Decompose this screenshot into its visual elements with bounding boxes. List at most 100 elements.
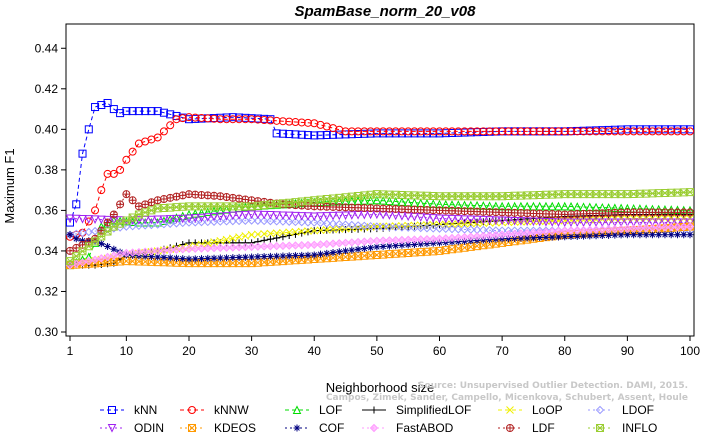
data-point-odin: [679, 218, 689, 228]
data-point-cof: [548, 233, 556, 241]
data-point-ldof: [203, 217, 212, 227]
data-point-knnw: [84, 217, 93, 226]
y-tick-label: 0.38: [35, 163, 59, 177]
data-point-cof: [680, 231, 688, 239]
data-point-inflo: [329, 194, 338, 203]
y-tick-label: 0.40: [35, 122, 59, 136]
data-point-knnw: [654, 127, 663, 136]
data-point-knn: [84, 125, 93, 134]
data-point-fastabod: [604, 225, 613, 234]
data-point-inflo: [278, 199, 287, 208]
data-point-odin: [84, 215, 94, 224]
data-point-fastabod: [259, 242, 269, 251]
data-point-inflo: [260, 201, 269, 210]
data-point-fastabod: [291, 241, 300, 250]
data-point-loop: [216, 236, 225, 245]
data-point-fastabod: [385, 236, 394, 245]
data-point-cof: [410, 240, 418, 248]
x-tick-label: 1: [67, 344, 74, 358]
data-point-cof: [260, 253, 268, 261]
data-point-cof: [97, 240, 105, 248]
x-tick-label: 80: [558, 344, 572, 358]
x-tick-label: 100: [680, 344, 700, 358]
data-point-odin: [660, 218, 670, 228]
data-point-fastabod: [472, 232, 482, 241]
data-point-odin: [385, 211, 394, 220]
data-point-knn: [103, 98, 112, 107]
data-point-ldof: [147, 220, 156, 230]
data-point-cof: [335, 248, 343, 256]
data-point-inflo: [366, 190, 375, 199]
data-point-cof: [298, 251, 306, 259]
data-point-cof: [198, 255, 206, 263]
legend-label-lof: LOF: [319, 403, 342, 417]
data-point-knnw: [197, 113, 206, 122]
data-point-fastabod: [629, 224, 638, 233]
legend-marker-loop: [506, 406, 514, 414]
data-point-loop: [297, 227, 306, 236]
data-point-odin: [529, 217, 538, 227]
data-point-odin: [579, 218, 588, 228]
legend-item-odin: ODIN: [100, 421, 164, 434]
data-point-loop: [335, 225, 344, 233]
data-point-odin: [215, 212, 225, 222]
legend-label-knnw: kNNW: [214, 403, 249, 417]
data-point-knnw: [491, 127, 500, 136]
data-point-knnw: [642, 127, 651, 136]
data-point-fastabod: [460, 232, 469, 242]
data-point-knnw: [448, 127, 457, 136]
data-point-fastabod: [178, 245, 187, 254]
data-point-inflo: [285, 198, 294, 207]
legend-marker-cof: [293, 424, 301, 432]
data-point-fastabod: [641, 223, 651, 233]
data-point-cof: [241, 253, 249, 261]
data-point-loop: [272, 229, 281, 237]
data-point-fastabod: [366, 236, 375, 246]
data-point-inflo: [91, 237, 100, 246]
data-point-fastabod: [253, 242, 263, 251]
data-point-ldf: [116, 200, 125, 209]
data-point-cof: [191, 255, 199, 263]
legend-marker-simplifiedlof: [370, 406, 378, 414]
data-point-fastabod: [284, 241, 294, 250]
data-point-odin: [159, 215, 169, 224]
data-point-fastabod: [410, 235, 419, 244]
data-point-odin: [291, 211, 300, 221]
data-point-fastabod: [510, 229, 519, 239]
y-tick-label: 0.42: [35, 82, 59, 96]
data-point-ldf: [679, 208, 688, 217]
data-point-loop: [222, 235, 231, 244]
data-point-knnw: [172, 115, 181, 124]
data-point-ldof: [159, 219, 169, 229]
data-point-knn: [97, 101, 106, 110]
data-point-knnw: [560, 127, 569, 136]
data-point-inflo: [72, 252, 81, 261]
data-point-ldof: [191, 218, 200, 227]
data-point-ldof: [284, 217, 294, 226]
data-point-ldf: [673, 208, 682, 217]
data-point-cof: [423, 240, 431, 248]
data-point-knn: [322, 131, 331, 140]
data-point-fastabod: [278, 241, 288, 251]
data-point-lof: [172, 213, 181, 222]
data-point-fastabod: [316, 240, 325, 249]
x-tick-label: 30: [245, 344, 259, 358]
data-point-cof: [291, 252, 299, 260]
data-point-loop: [285, 228, 294, 237]
data-point-knn: [310, 131, 319, 140]
data-point-simplifiedlof: [298, 229, 306, 237]
data-point-cof: [172, 254, 180, 262]
data-point-fastabod: [397, 235, 407, 245]
y-tick-label: 0.34: [35, 244, 59, 258]
data-point-cof: [254, 253, 262, 261]
data-point-cof: [511, 234, 519, 242]
data-point-fastabod: [447, 233, 457, 243]
legend-marker-fastabod: [369, 423, 379, 433]
data-point-fastabod: [147, 247, 156, 256]
data-point-loop: [210, 238, 218, 246]
data-point-fastabod: [429, 234, 438, 244]
data-point-fastabod: [660, 223, 670, 232]
data-point-knnw: [266, 116, 275, 125]
data-point-knnw: [203, 114, 212, 123]
data-point-cof: [154, 253, 162, 261]
